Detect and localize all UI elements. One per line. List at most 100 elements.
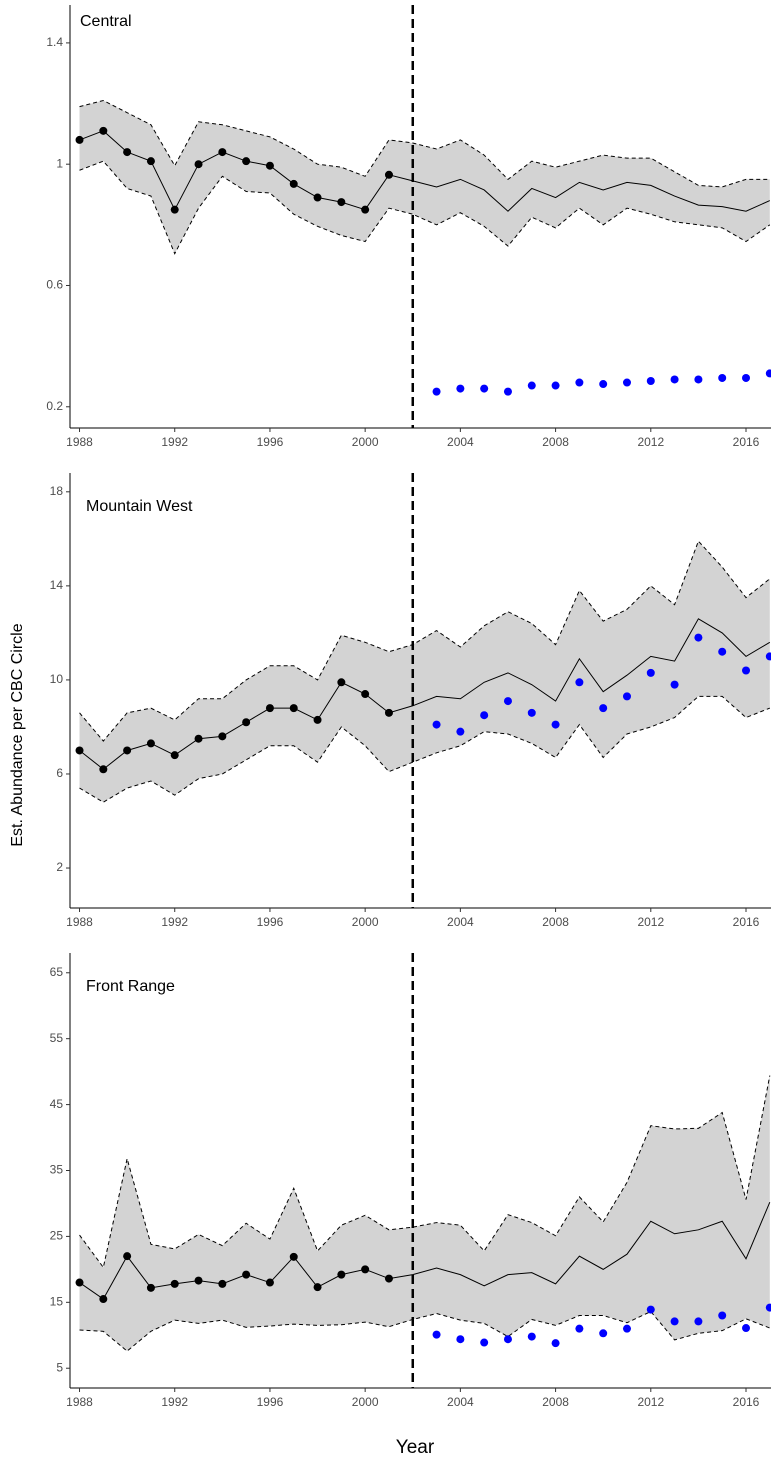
data-point [480, 1338, 489, 1347]
data-point [622, 692, 631, 701]
x-tick-label: 2016 [733, 915, 760, 929]
data-point [313, 715, 322, 724]
data-point [694, 633, 703, 642]
estimate-line [79, 130, 771, 212]
data-point [503, 387, 512, 396]
data-point [123, 1252, 132, 1261]
data-point [646, 1305, 655, 1314]
data-point [75, 135, 84, 144]
data-point [718, 373, 727, 382]
plot-area [75, 99, 771, 396]
data-point [337, 1270, 346, 1279]
data-point [99, 1295, 108, 1304]
panel: 5 15 25 35 45 55 65 1988 1992 1996 2000 2004 2008 201… [50, 953, 771, 1458]
data-point [432, 387, 441, 396]
y-tick-label: 18 [50, 484, 64, 498]
data-point [218, 1279, 227, 1288]
data-point [622, 378, 631, 387]
x-axis-title: Year [396, 1437, 435, 1458]
x-tick-label: 2012 [637, 915, 664, 929]
data-point [527, 1332, 536, 1341]
data-point [551, 1339, 560, 1348]
data-point [670, 375, 679, 384]
y-tick-label: 45 [50, 1097, 64, 1111]
data-point [480, 711, 489, 720]
data-point [170, 1279, 179, 1288]
data-point [765, 652, 771, 661]
data-point [384, 170, 393, 179]
data-point [218, 148, 227, 157]
estimate-line [79, 1201, 771, 1300]
data-point [599, 1329, 608, 1338]
data-point [337, 678, 346, 687]
data-point [765, 369, 771, 378]
data-point [361, 205, 370, 214]
data-point [694, 1317, 703, 1326]
x-tick-label: 1996 [257, 915, 284, 929]
y-tick-label: 0.6 [46, 278, 63, 292]
x-tick-label: 2000 [352, 435, 379, 449]
data-point [146, 739, 155, 748]
data-point [123, 148, 132, 157]
data-point [575, 378, 584, 387]
data-point [646, 668, 655, 677]
data-point [432, 720, 441, 729]
data-point [384, 708, 393, 717]
data-point [242, 1270, 251, 1279]
data-point [313, 1283, 322, 1292]
data-point [670, 1317, 679, 1326]
confidence-band [79, 100, 770, 254]
data-point [503, 697, 512, 706]
data-point [384, 1274, 393, 1283]
data-point [194, 1276, 203, 1285]
panel-title: Front Range [86, 978, 175, 995]
y-tick-label: 65 [50, 965, 64, 979]
panel: 2 6 10 14 18 1988 1992 1996 2000 2004 2008 2012 2016… [9, 473, 771, 929]
x-tick-label: 2008 [542, 1395, 569, 1409]
confidence-band [79, 541, 770, 803]
data-point [289, 179, 298, 188]
data-point [718, 647, 727, 656]
data-point [575, 1324, 584, 1333]
data-point [503, 1335, 512, 1344]
y-tick-label: 6 [56, 766, 63, 780]
y-tick-label: 1 [56, 156, 63, 170]
data-point [99, 126, 108, 135]
y-tick-label: 1.4 [46, 35, 63, 49]
data-point [242, 718, 251, 727]
data-point [456, 1335, 465, 1344]
data-point [718, 1311, 727, 1320]
x-tick-label: 1988 [66, 435, 93, 449]
data-point [75, 746, 84, 755]
data-point [575, 678, 584, 687]
data-point [99, 765, 108, 774]
data-point [265, 1278, 274, 1287]
x-tick-label: 2000 [352, 915, 379, 929]
y-tick-label: 14 [50, 578, 64, 592]
data-point [456, 727, 465, 736]
band-lower [79, 1310, 770, 1352]
data-point [289, 1252, 298, 1261]
data-point [242, 157, 251, 166]
data-point [599, 704, 608, 713]
y-axis-title: Est. Abundance per CBC Circle [9, 623, 26, 846]
data-point [146, 1283, 155, 1292]
x-tick-label: 2008 [542, 435, 569, 449]
band-lower [79, 695, 770, 803]
estimate-line [79, 618, 771, 770]
panel-title: Central [80, 13, 132, 30]
data-point [265, 704, 274, 713]
y-tick-label: 0.2 [46, 399, 63, 413]
data-point [265, 161, 274, 170]
band-lower [79, 160, 771, 255]
band-upper [79, 540, 771, 742]
y-tick-label: 55 [50, 1031, 64, 1045]
x-tick-label: 2004 [447, 915, 474, 929]
data-point [551, 720, 560, 729]
data-point [694, 375, 703, 384]
band-upper [79, 1075, 771, 1269]
data-point [742, 1324, 751, 1333]
data-point [551, 381, 560, 390]
data-point [742, 373, 751, 382]
